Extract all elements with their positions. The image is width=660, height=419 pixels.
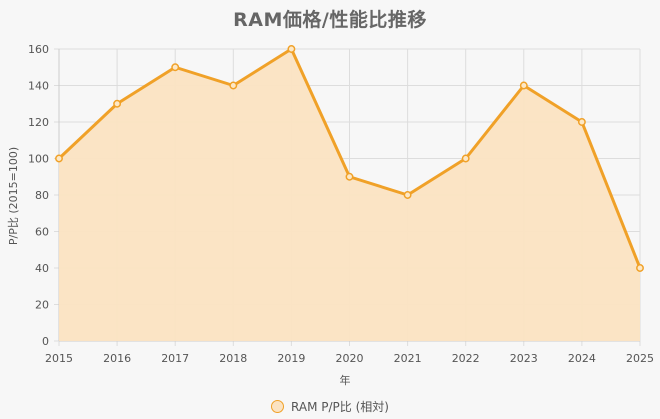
x-tick-label: 2017 <box>161 352 189 365</box>
y-tick-label: 120 <box>28 116 49 129</box>
data-point[interactable] <box>519 81 528 90</box>
legend[interactable]: RAM P/P比 (相対) <box>0 398 660 415</box>
data-point[interactable] <box>55 154 63 163</box>
legend-label: RAM P/P比 (相対) <box>291 400 389 414</box>
chart-title: RAM価格/性能比推移 <box>233 9 427 31</box>
x-tick-label: 2015 <box>45 352 73 365</box>
data-point[interactable] <box>287 45 296 53</box>
legend-swatch <box>271 400 285 413</box>
x-tick-label: 2025 <box>626 352 654 365</box>
data-point[interactable] <box>113 99 122 108</box>
x-tick-label: 2020 <box>336 352 364 365</box>
data-point[interactable] <box>577 118 586 126</box>
data-point[interactable] <box>403 191 412 199</box>
y-tick-label: 100 <box>28 153 49 166</box>
y-tick-label: 80 <box>35 189 49 202</box>
data-point[interactable] <box>636 264 644 272</box>
y-tick-label: 20 <box>35 299 49 312</box>
x-tick-label: 2022 <box>452 352 480 365</box>
x-tick-label: 2019 <box>277 352 305 365</box>
y-tick-label: 160 <box>28 43 49 56</box>
y-axis-title: P/P比 (2015=100) <box>7 146 20 246</box>
y-tick-label: 0 <box>42 335 49 348</box>
data-point[interactable] <box>461 154 470 163</box>
x-tick-label: 2016 <box>103 352 131 365</box>
x-axis-title: 年 <box>339 374 351 387</box>
y-tick-label: 40 <box>35 262 49 275</box>
data-point[interactable] <box>345 172 354 181</box>
data-point[interactable] <box>171 63 180 72</box>
x-tick-label: 2023 <box>510 352 538 365</box>
data-point[interactable] <box>229 81 238 90</box>
x-tick-label: 2021 <box>394 352 422 365</box>
y-tick-label: 140 <box>28 80 49 93</box>
y-tick-label: 60 <box>35 226 49 239</box>
x-tick-label: 2024 <box>568 352 596 365</box>
x-tick-label: 2018 <box>219 352 247 365</box>
